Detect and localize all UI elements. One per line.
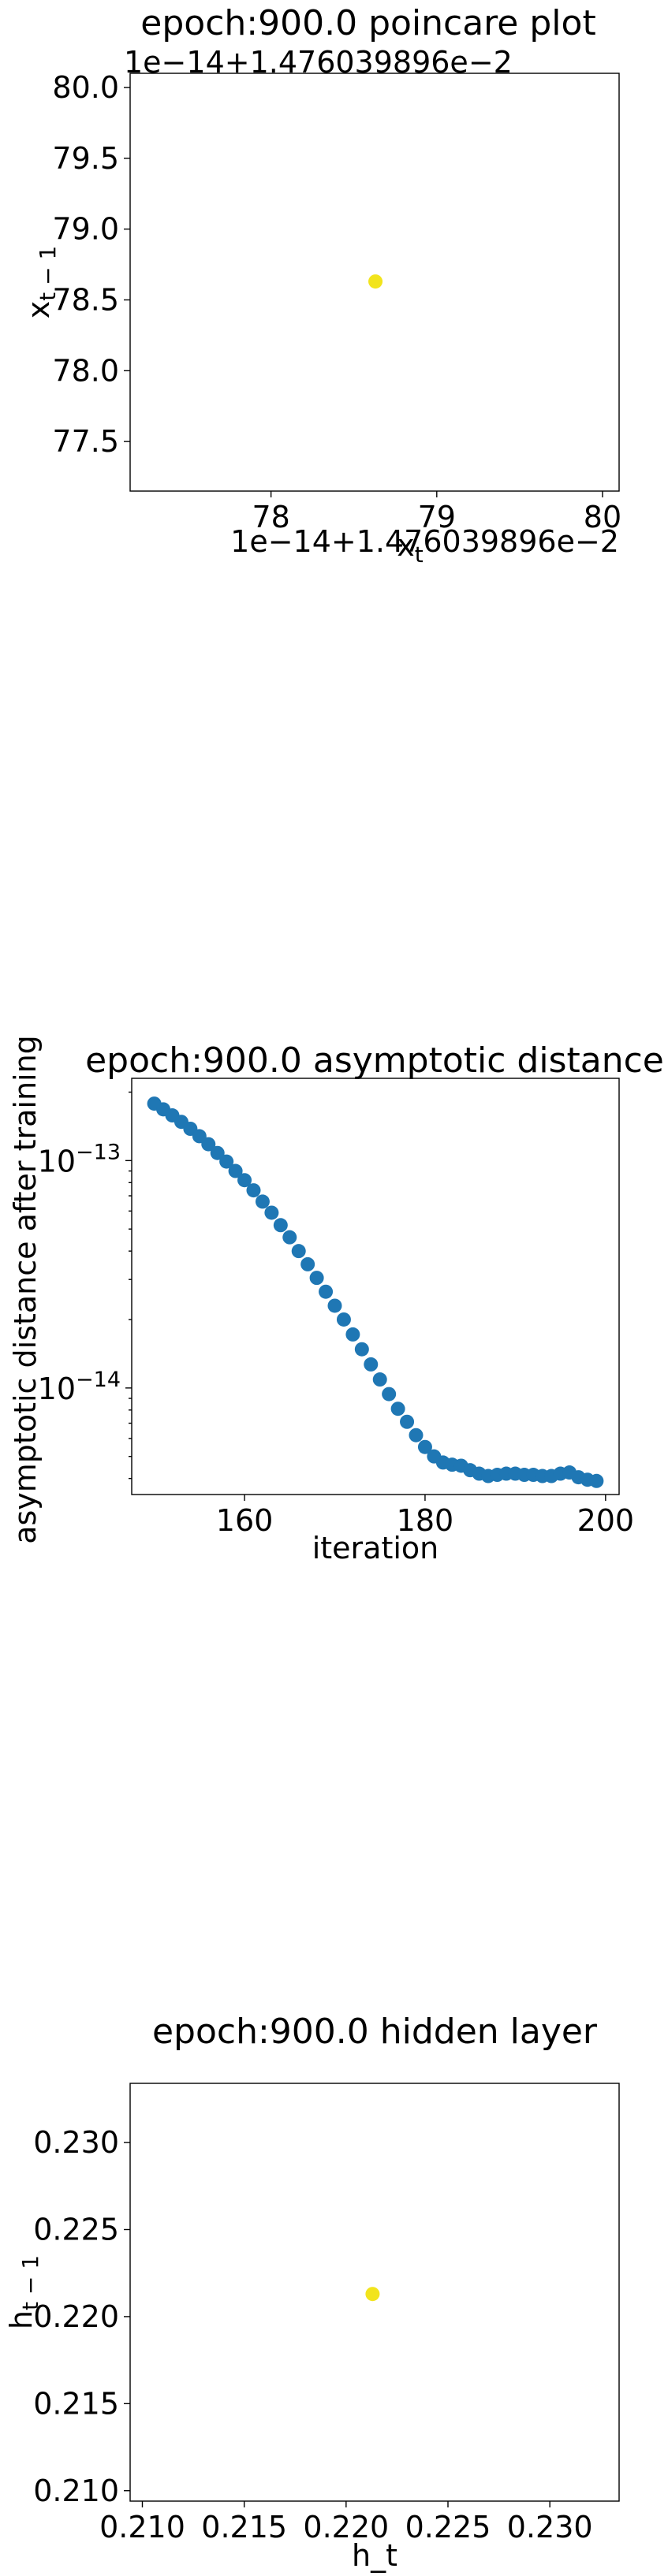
y-tick-label: 78.5 <box>52 282 119 317</box>
x-offset-text: 1e−14+1.476039896e−2 <box>230 524 619 559</box>
data-point <box>382 1387 397 1402</box>
data-point <box>264 1205 279 1220</box>
data-point <box>327 1298 342 1313</box>
y-offset-text: 1e−14+1.476039896e−2 <box>124 45 513 80</box>
x-tick-label: 80 <box>584 500 621 534</box>
data-point <box>319 1284 334 1299</box>
x-tick-label: 0.215 <box>201 2510 287 2544</box>
data-point <box>368 274 383 289</box>
y-tick-label: 77.5 <box>52 424 119 459</box>
data-point <box>354 1342 369 1357</box>
x-axis-label: iteration <box>312 1531 439 1565</box>
data-point <box>589 1473 604 1488</box>
x-tick-label: 160 <box>216 1503 274 1538</box>
x-tick-label: 180 <box>397 1503 454 1538</box>
y-tick-label: 79.5 <box>52 141 119 176</box>
data-point <box>372 1372 387 1387</box>
chart-title: epoch:900.0 poincare plot <box>140 3 595 43</box>
y-tick-label: 10−14 <box>38 1368 121 1406</box>
y-ticks: 10−14 10−13 <box>38 1091 132 1480</box>
data-point <box>246 1183 261 1198</box>
x-axis-label: h_t <box>352 2538 397 2573</box>
x-tick-label: 0.230 <box>507 2510 593 2544</box>
data-point <box>282 1230 297 1245</box>
y-tick-label: 0.215 <box>33 2386 119 2421</box>
data-point <box>345 1327 360 1342</box>
y-tick-label: 80.0 <box>52 70 119 105</box>
y-tick-label: 78.0 <box>52 353 119 388</box>
data-point <box>237 1173 252 1188</box>
y-tick-label: 0.210 <box>33 2474 119 2508</box>
plot-frame <box>131 1078 620 1495</box>
poincare-chart: epoch:900.0 poincare plot 1e−14+1.476039… <box>21 3 621 568</box>
data-point <box>365 2287 380 2302</box>
y-ticks: 77.5 78.0 78.5 79.0 79.5 80.0 <box>52 70 130 459</box>
data-point <box>291 1244 306 1259</box>
x-tick-label: 0.210 <box>99 2510 185 2544</box>
chart-title: epoch:900.0 hidden layer <box>152 2012 598 2052</box>
data-point <box>228 1163 243 1178</box>
data-point <box>255 1194 270 1209</box>
y-axis-label: asymptotic distance after training <box>8 1035 43 1544</box>
x-ticks: 160 180 200 <box>216 1495 634 1538</box>
data-point <box>300 1256 315 1271</box>
y-tick-label: 0.230 <box>33 2125 119 2160</box>
chart-title: epoch:900.0 asymptotic distance <box>85 1040 664 1081</box>
x-ticks: 78 79 80 <box>252 491 621 534</box>
x-tick-label: 200 <box>577 1503 635 1538</box>
data-point <box>336 1312 351 1327</box>
data-point <box>409 1428 424 1442</box>
x-tick-label: 78 <box>252 500 289 534</box>
x-tick-label: 79 <box>418 500 456 534</box>
data-point <box>201 1137 216 1152</box>
points <box>147 1096 604 1488</box>
y-tick-label: 10−13 <box>38 1140 121 1178</box>
asymptotic-distance-chart: epoch:900.0 asymptotic distance 10−1410−… <box>8 1035 664 1565</box>
plot-frame <box>129 73 620 492</box>
data-point <box>390 1402 405 1416</box>
data-point <box>364 1357 379 1372</box>
data-point <box>417 1439 432 1454</box>
y-tick-label: 79.0 <box>52 212 119 247</box>
x-ticks: 0.210 0.215 0.220 0.225 0.230 <box>99 2501 593 2544</box>
y-ticks: 0.210 0.215 0.220 0.225 0.230 <box>33 2125 130 2508</box>
data-point <box>400 1414 415 1429</box>
data-point <box>273 1218 288 1233</box>
data-point <box>210 1145 225 1160</box>
x-tick-label: 0.220 <box>303 2510 389 2544</box>
points <box>365 2287 380 2302</box>
points <box>368 274 383 289</box>
x-tick-label: 0.225 <box>405 2510 491 2544</box>
y-tick-label: 0.225 <box>33 2213 119 2247</box>
y-axis-label: xt − 1 <box>21 246 61 319</box>
hidden-layer-chart: epoch:900.0 hidden layer 0.210 0.215 0.220… <box>4 2012 620 2573</box>
data-point <box>309 1271 324 1286</box>
y-axis-label: ht − 1 <box>4 2255 43 2329</box>
data-point <box>219 1154 234 1169</box>
y-tick-label: 0.220 <box>33 2299 119 2334</box>
plot-frame <box>129 2083 620 2502</box>
